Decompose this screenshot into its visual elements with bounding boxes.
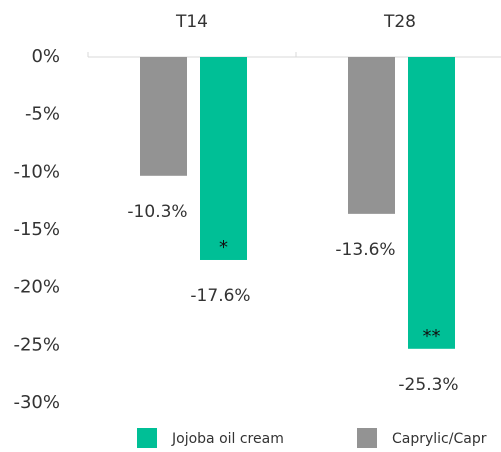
- y-tick-label: -15%: [13, 219, 60, 240]
- x-tick-label: T14: [175, 12, 208, 32]
- value-label: -10.3%: [127, 202, 187, 222]
- y-tick-label: -10%: [13, 161, 60, 182]
- value-label: -25.3%: [398, 375, 458, 395]
- x-tick-label: T28: [383, 12, 416, 32]
- legend-label: Jojoba oil cream: [171, 431, 284, 447]
- bar: [348, 57, 395, 214]
- y-tick-label: -30%: [13, 392, 60, 413]
- legend-swatch: [137, 428, 157, 448]
- y-tick-label: -25%: [13, 334, 60, 355]
- significance-marker: *: [219, 237, 228, 258]
- value-label: -13.6%: [335, 240, 395, 260]
- y-tick-label: -5%: [25, 104, 60, 125]
- legend-label: Caprylic/Capr: [392, 431, 487, 447]
- y-tick-label: -20%: [13, 277, 60, 298]
- bar: [140, 57, 187, 176]
- significance-marker: **: [423, 326, 441, 347]
- y-tick-label: 0%: [31, 46, 60, 67]
- bar: [200, 57, 247, 260]
- bar: [408, 57, 455, 349]
- legend-swatch: [357, 428, 377, 448]
- value-label: -17.6%: [190, 286, 250, 306]
